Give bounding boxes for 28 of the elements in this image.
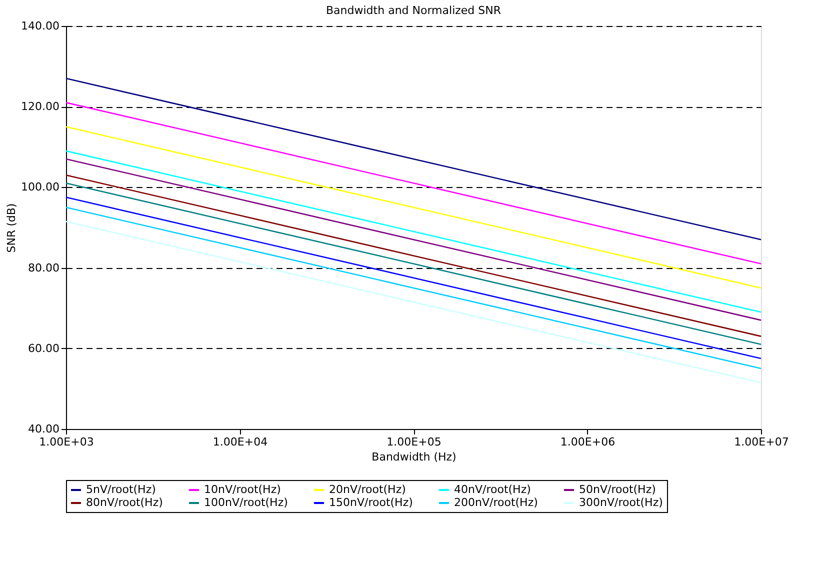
line-series	[65, 78, 762, 240]
chart-title: Bandwidth and Normalized SNR	[326, 4, 502, 17]
legend-label: 50nV/root(Hz)	[579, 483, 656, 496]
y-tick-label: 80.00	[28, 261, 60, 274]
line-series	[65, 102, 762, 264]
legend-label: 10nV/root(Hz)	[204, 483, 281, 496]
legend-label: 80nV/root(Hz)	[86, 496, 163, 509]
line-series	[65, 126, 762, 289]
line-series	[65, 220, 762, 384]
y-tick-label: 40.00	[28, 422, 60, 436]
y-tick-label: 100.00	[21, 180, 60, 194]
y-tick-label: 140.00	[21, 20, 60, 32]
y-tick-label: 120.00	[21, 100, 60, 114]
legend-label: 5nV/root(Hz)	[86, 483, 156, 496]
legend-label: 20nV/root(Hz)	[329, 483, 406, 496]
x-tick-label: 1.00E+06	[560, 436, 616, 448]
y-tick-label: 60.00	[28, 342, 60, 355]
x-tick-label: 1.00E+07	[734, 436, 789, 448]
y-axis-title: SNR (dB)	[5, 203, 18, 253]
x-axis-title: Bandwidth (Hz)	[372, 450, 456, 464]
x-tick-label: 1.00E+04	[212, 436, 268, 448]
legend-label: 100nV/root(Hz)	[204, 496, 288, 509]
legend-label: 300nV/root(Hz)	[579, 496, 663, 509]
x-tick-label: 1.00E+05	[386, 436, 442, 448]
x-tick-label: 1.00E+03	[39, 436, 94, 448]
legend-label: 200nV/root(Hz)	[454, 496, 538, 509]
legend-label: 150nV/root(Hz)	[329, 496, 413, 509]
legend-label: 40nV/root(Hz)	[454, 483, 531, 496]
